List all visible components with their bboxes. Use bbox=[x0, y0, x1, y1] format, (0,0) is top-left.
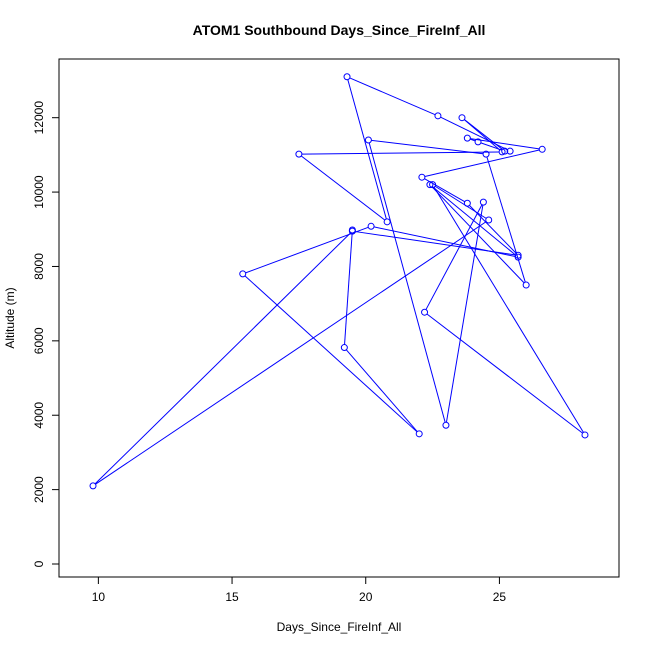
data-point bbox=[501, 147, 509, 155]
data-point bbox=[463, 134, 471, 142]
series-segment bbox=[368, 142, 446, 423]
series-segment bbox=[426, 313, 583, 434]
x-tick-label: 20 bbox=[359, 590, 373, 604]
series-segment bbox=[94, 232, 351, 485]
chart-title: ATOM1 Southbound Days_Since_FireInf_All bbox=[193, 22, 486, 38]
y-tick-label: 4000 bbox=[32, 402, 46, 429]
series-segment bbox=[301, 151, 500, 155]
data-point bbox=[482, 150, 490, 158]
y-tick-label: 2000 bbox=[32, 476, 46, 503]
data-point bbox=[89, 482, 97, 490]
series-segment bbox=[425, 204, 483, 310]
y-tick-label: 8000 bbox=[32, 253, 46, 280]
x-tick-label: 10 bbox=[92, 590, 106, 604]
data-point bbox=[343, 73, 351, 81]
series-segment bbox=[344, 232, 353, 345]
series-segment bbox=[480, 142, 503, 151]
y-axis: 0 2000 4000 6000 8000 10000 12000 bbox=[32, 101, 60, 567]
series-segment bbox=[431, 186, 525, 284]
data-point bbox=[421, 308, 429, 316]
data-point bbox=[506, 147, 514, 155]
y-tick-label: 6000 bbox=[32, 327, 46, 354]
data-point bbox=[426, 181, 434, 189]
data-point bbox=[348, 226, 356, 234]
data-point bbox=[458, 114, 466, 122]
y-tick-label: 12000 bbox=[32, 101, 46, 135]
series-segment bbox=[345, 349, 418, 432]
series-segment bbox=[373, 226, 516, 258]
series-layer bbox=[89, 73, 589, 490]
data-point bbox=[442, 421, 450, 429]
data-point bbox=[295, 150, 303, 158]
series-segment bbox=[433, 186, 584, 433]
series-segment bbox=[349, 77, 436, 116]
data-point bbox=[415, 430, 423, 438]
data-point bbox=[514, 251, 522, 259]
series-segment bbox=[486, 156, 526, 283]
plot-frame bbox=[58, 58, 620, 578]
x-axis: 10 15 20 25 bbox=[92, 576, 507, 604]
series-segment bbox=[464, 119, 503, 150]
series-segment bbox=[300, 155, 386, 221]
series-segment bbox=[424, 178, 465, 203]
y-tick-label: 10000 bbox=[32, 175, 46, 209]
data-point bbox=[474, 138, 482, 146]
x-axis-label: Days_Since_FireInf_All bbox=[277, 620, 402, 634]
series-segment bbox=[245, 226, 369, 274]
data-point bbox=[581, 431, 589, 439]
data-point bbox=[383, 218, 391, 226]
y-tick-label: 0 bbox=[32, 560, 46, 567]
data-point bbox=[434, 112, 442, 120]
x-tick-label: 15 bbox=[225, 590, 239, 604]
series-segment bbox=[470, 138, 476, 142]
data-point bbox=[429, 181, 437, 189]
data-point bbox=[522, 281, 530, 289]
series-segment bbox=[424, 149, 540, 178]
data-point bbox=[479, 198, 487, 206]
data-point bbox=[485, 216, 493, 224]
data-point bbox=[340, 344, 348, 352]
data-point bbox=[367, 222, 375, 230]
series-segment bbox=[431, 186, 517, 256]
data-point bbox=[538, 145, 546, 153]
data-point bbox=[364, 136, 372, 144]
data-point bbox=[514, 253, 522, 261]
data-point bbox=[239, 270, 247, 278]
x-tick-label: 25 bbox=[493, 590, 507, 604]
series-segment bbox=[445, 204, 484, 423]
y-axis-label: Altitude (m) bbox=[3, 287, 17, 348]
data-point bbox=[463, 199, 471, 207]
data-point bbox=[418, 173, 426, 181]
series-segment bbox=[244, 275, 418, 433]
series-segment bbox=[470, 138, 540, 150]
series-segment bbox=[95, 221, 487, 485]
series-segment bbox=[371, 139, 484, 155]
series-segment bbox=[347, 79, 387, 220]
